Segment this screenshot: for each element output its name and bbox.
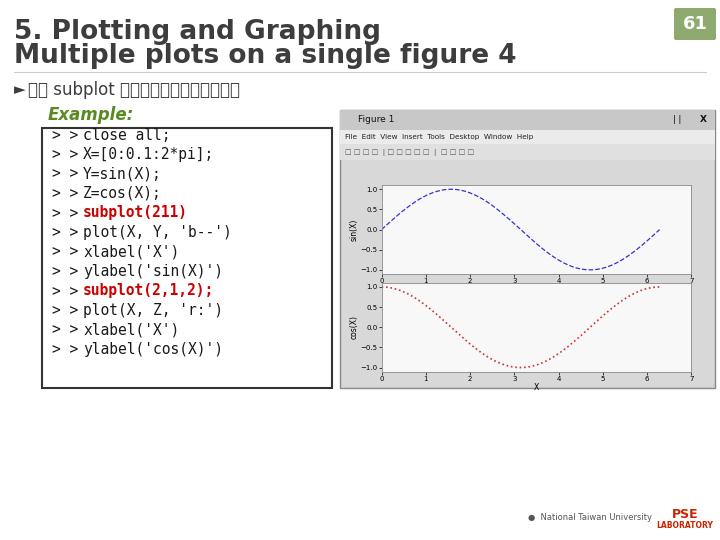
Text: > >: > > — [52, 322, 87, 338]
Text: ylabel('sin(X)'): ylabel('sin(X)') — [83, 264, 223, 279]
X-axis label: X: X — [534, 383, 539, 392]
Text: Y=sin(X);: Y=sin(X); — [83, 166, 162, 181]
Text: LABORATORY: LABORATORY — [657, 521, 714, 530]
Text: | |: | | — [673, 116, 681, 125]
FancyBboxPatch shape — [342, 160, 713, 386]
Text: > >: > > — [52, 186, 87, 201]
Text: ●  National Taiwan University: ● National Taiwan University — [528, 514, 652, 523]
Text: close all;: close all; — [83, 127, 171, 143]
Text: > >: > > — [52, 342, 87, 357]
Text: subplot(2,1,2);: subplot(2,1,2); — [83, 284, 215, 299]
FancyBboxPatch shape — [340, 110, 715, 388]
Y-axis label: cos(X): cos(X) — [350, 315, 359, 339]
Text: PSE: PSE — [672, 508, 698, 521]
Text: Z=cos(X);: Z=cos(X); — [83, 186, 162, 201]
Text: ►: ► — [14, 83, 26, 98]
Text: Multiple plots on a single figure 4: Multiple plots on a single figure 4 — [14, 43, 516, 69]
Y-axis label: sin(X): sin(X) — [350, 218, 359, 241]
Text: > >: > > — [52, 245, 87, 260]
Text: X=[0:0.1:2*pi];: X=[0:0.1:2*pi]; — [83, 147, 215, 162]
Text: xlabel('X'): xlabel('X') — [83, 245, 179, 260]
Text: > >: > > — [52, 166, 87, 181]
Text: 5. Plotting and Graphing: 5. Plotting and Graphing — [14, 19, 381, 45]
Text: ylabel('cos(X)'): ylabel('cos(X)') — [83, 342, 223, 357]
Text: plot(X, Y, 'b--'): plot(X, Y, 'b--') — [83, 225, 232, 240]
FancyBboxPatch shape — [340, 130, 715, 144]
Text: > >: > > — [52, 264, 87, 279]
Text: > >: > > — [52, 303, 87, 318]
FancyBboxPatch shape — [340, 110, 715, 130]
Text: > >: > > — [52, 206, 87, 220]
Text: Figure 1: Figure 1 — [358, 116, 395, 125]
Text: > >: > > — [52, 147, 87, 162]
Text: xlabel('X'): xlabel('X') — [83, 322, 179, 338]
Text: > >: > > — [52, 225, 87, 240]
Text: plot(X, Z, 'r:'): plot(X, Z, 'r:') — [83, 303, 223, 318]
FancyBboxPatch shape — [340, 144, 715, 160]
Text: File  Edit  View  Insert  Tools  Desktop  Window  Help: File Edit View Insert Tools Desktop Wind… — [345, 134, 534, 140]
Text: 61: 61 — [683, 15, 708, 33]
Text: > >: > > — [52, 127, 87, 143]
Text: X: X — [700, 116, 706, 125]
X-axis label: X: X — [534, 286, 539, 294]
Text: subplot(211): subplot(211) — [83, 206, 188, 220]
Text: □ □ □ □  | □ □ □ □ □  |  □ □ □ □: □ □ □ □ | □ □ □ □ □ | □ □ □ □ — [345, 148, 474, 156]
Text: Example:: Example: — [48, 106, 134, 124]
Text: 使用 subplot 分割視窗呼現數個子圖形：: 使用 subplot 分割視窗呼現數個子圖形： — [28, 81, 240, 99]
FancyBboxPatch shape — [674, 8, 716, 40]
Text: > >: > > — [52, 284, 87, 299]
FancyBboxPatch shape — [42, 128, 332, 388]
